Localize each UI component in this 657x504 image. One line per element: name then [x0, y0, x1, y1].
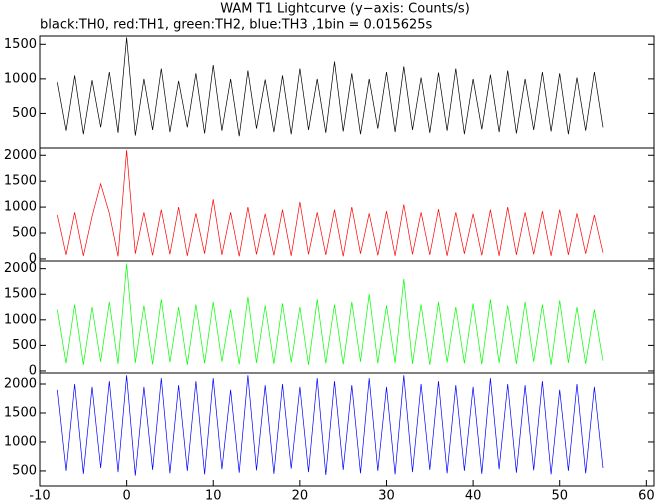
x-tick-label: 30 [378, 489, 395, 504]
y-tick-label: 2000 [4, 377, 37, 392]
x-tick-label: -10 [29, 489, 50, 504]
light-curve [56, 150, 604, 257]
y-tick-label: 1500 [4, 405, 37, 420]
y-tick-label: 1000 [4, 312, 37, 327]
y-tick-label: 1000 [4, 200, 37, 215]
chart-subtitle: black:TH0, red:TH1, green:TH2, blue:TH3 … [40, 18, 433, 33]
panel-frame [39, 372, 655, 487]
y-tick-label: 500 [12, 106, 37, 121]
chart-title: WAM T1 Lightcurve (y−axis: Counts/s) [220, 2, 470, 17]
x-tick-label: 0 [122, 489, 130, 504]
x-tick-label: 50 [551, 489, 568, 504]
y-tick-label: 1500 [4, 287, 37, 302]
light-curve [56, 375, 604, 476]
x-tick-label: 20 [292, 489, 309, 504]
y-tick-label: 1500 [4, 174, 37, 189]
x-tick-label: 10 [205, 489, 222, 504]
panel-frame [39, 35, 655, 149]
x-tick-label: 60 [638, 489, 655, 504]
y-tick-label: 1000 [4, 434, 37, 449]
y-tick-label: 0 [29, 251, 37, 266]
y-tick-label: 500 [12, 463, 37, 478]
y-tick-label: 1500 [4, 37, 37, 52]
y-tick-label: 500 [12, 226, 37, 241]
y-tick-label: 1000 [4, 71, 37, 86]
panel-frame [39, 147, 655, 262]
y-tick-label: 2000 [4, 261, 37, 276]
y-tick-label: 0 [29, 363, 37, 378]
light-curve [56, 37, 604, 137]
y-tick-label: 2000 [4, 148, 37, 163]
x-tick-label: 40 [465, 489, 482, 504]
light-curve [56, 263, 604, 365]
y-tick-label: 500 [12, 338, 37, 353]
